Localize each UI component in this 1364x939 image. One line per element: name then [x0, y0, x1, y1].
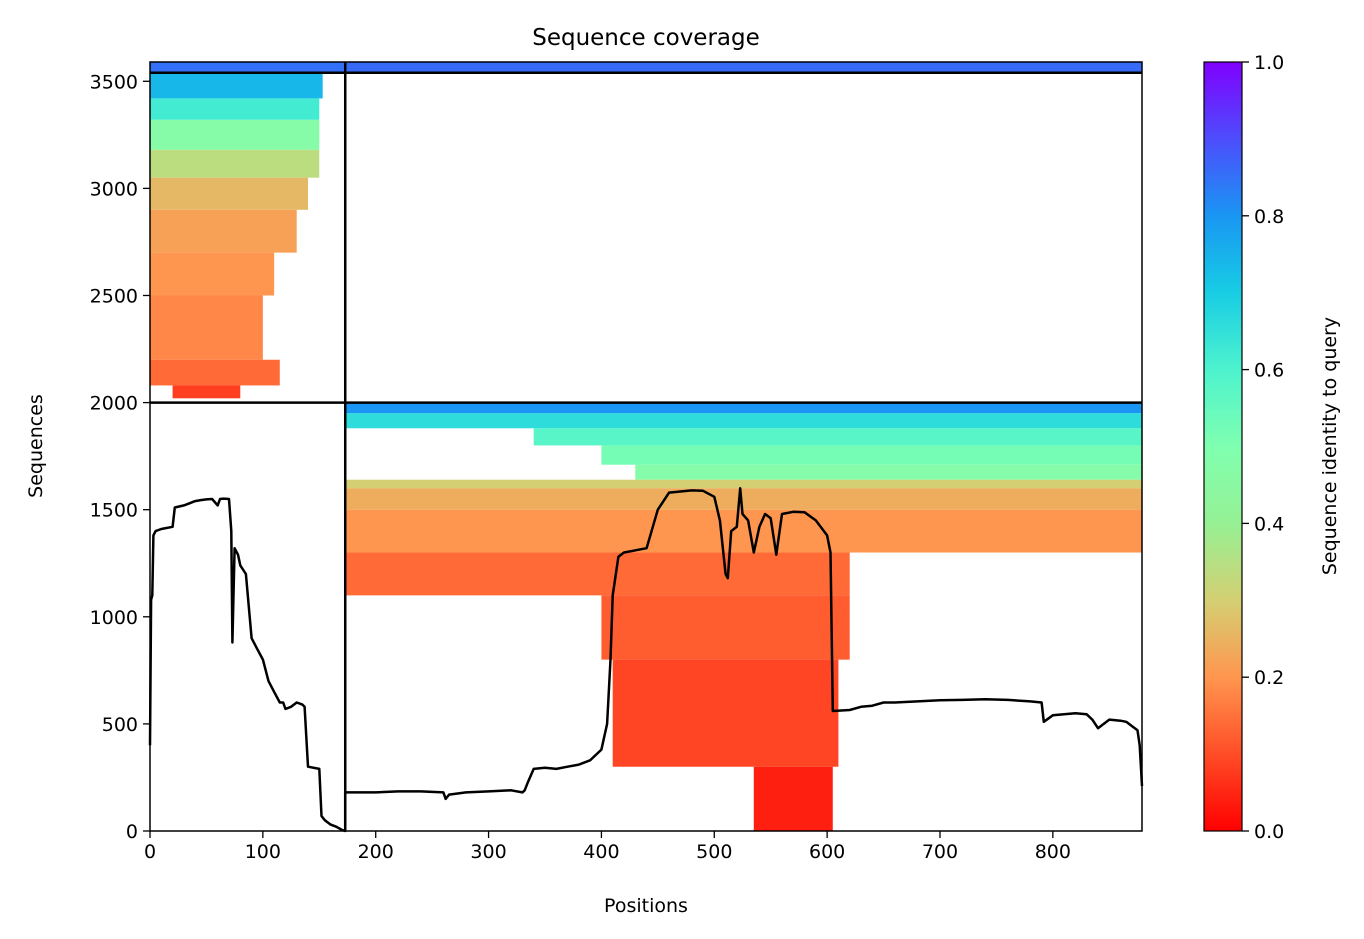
coverage-block — [345, 488, 1142, 510]
coverage-block — [612, 659, 839, 767]
x-tick-label: 400 — [583, 841, 619, 863]
coverage-block — [345, 479, 1142, 489]
colorbar — [1203, 61, 1243, 832]
coverage-block — [345, 402, 1142, 414]
y-tick-label: 1000 — [90, 607, 138, 629]
x-tick-label: 700 — [922, 841, 958, 863]
y-tick-label: 3000 — [90, 178, 138, 200]
x-tick-label: 800 — [1035, 841, 1071, 863]
y-axis-ticks: 0 500 1000 1500 2000 2500 3000 3500 — [90, 71, 150, 843]
coverage-block — [150, 149, 320, 178]
x-tick-label: 500 — [696, 841, 732, 863]
colorbar-tick-label: 0.0 — [1254, 821, 1284, 843]
coverage-block — [150, 209, 297, 253]
x-tick-label: 200 — [358, 841, 394, 863]
x-tick-label: 300 — [470, 841, 506, 863]
coverage-block — [601, 595, 850, 660]
x-axis-ticks: 0 100 200 300 400 500 600 700 800 — [144, 831, 1071, 863]
plot-frame — [149, 61, 1143, 832]
coverage-block — [345, 62, 1142, 73]
coverage-block — [150, 72, 323, 99]
y-tick-label: 2500 — [90, 285, 138, 307]
coverage-block — [150, 62, 346, 73]
y-tick-label: 0 — [126, 821, 138, 843]
colorbar-tick-label: 0.2 — [1254, 667, 1284, 689]
coverage-line — [148, 487, 1144, 833]
x-tick-label: 0 — [144, 841, 156, 863]
segment-boundaries — [150, 62, 1142, 831]
colorbar-tick-label: 1.0 — [1254, 52, 1284, 74]
coverage-block — [172, 385, 241, 399]
coverage-block — [150, 359, 280, 386]
colorbar-ticks: 0.0 0.2 0.4 0.6 0.8 1.0 — [1242, 52, 1284, 843]
colorbar-label: Sequence identity to query — [1319, 317, 1341, 575]
y-tick-label: 2000 — [90, 393, 138, 415]
colorbar-tick-label: 0.6 — [1254, 360, 1284, 382]
coverage-block — [345, 413, 1142, 429]
coverage-block — [345, 552, 850, 596]
coverage-block — [150, 98, 320, 120]
x-tick-label: 600 — [809, 841, 845, 863]
colorbar-tick-label: 0.4 — [1254, 513, 1284, 535]
chart-title: Sequence coverage — [532, 25, 760, 51]
coverage-block — [601, 445, 1142, 465]
y-tick-label: 3500 — [90, 71, 138, 93]
x-tick-label: 100 — [245, 841, 281, 863]
coverage-block — [753, 766, 833, 831]
coverage-block — [533, 428, 1142, 446]
coverage-block — [150, 119, 320, 150]
y-tick-label: 1500 — [90, 500, 138, 522]
x-axis-label: Positions — [604, 895, 688, 917]
coverage-heatmap — [150, 62, 1142, 831]
y-axis-label: Sequences — [25, 394, 47, 498]
coverage-block — [635, 464, 1142, 480]
coverage-block — [150, 252, 275, 296]
coverage-block — [150, 295, 263, 360]
y-tick-label: 500 — [102, 714, 138, 736]
coverage-line-layer — [148, 487, 1144, 833]
colorbar-tick-label: 0.8 — [1254, 206, 1284, 228]
coverage-block — [150, 177, 308, 210]
